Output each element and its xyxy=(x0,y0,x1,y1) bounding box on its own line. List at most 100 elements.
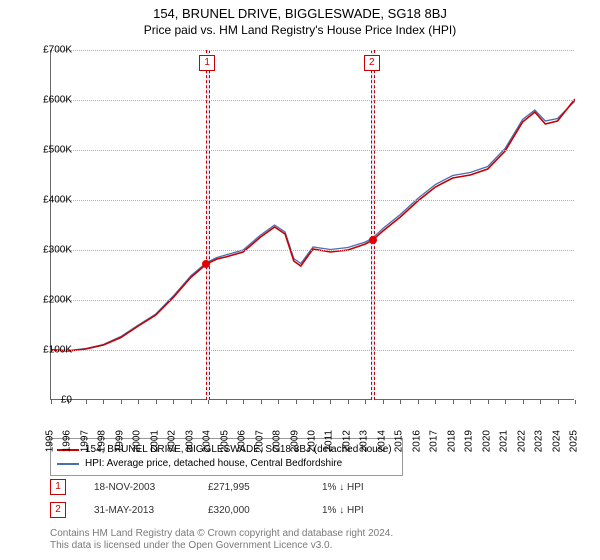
x-axis-label: 2006 xyxy=(237,430,248,452)
x-axis-label: 2012 xyxy=(341,430,352,452)
y-axis-label: £0 xyxy=(30,395,72,406)
x-tick xyxy=(348,400,349,404)
y-axis-label: £100K xyxy=(30,345,72,356)
sale-price-2: £320,000 xyxy=(208,505,294,516)
band-marker-box: 1 xyxy=(199,55,215,71)
x-axis-label: 2011 xyxy=(324,430,335,452)
y-axis-label: £700K xyxy=(30,45,72,56)
sale-note-2: HPI xyxy=(347,505,364,516)
y-axis-label: £200K xyxy=(30,295,72,306)
x-tick xyxy=(470,400,471,404)
x-tick xyxy=(278,400,279,404)
y-axis-label: £600K xyxy=(30,95,72,106)
x-axis-label: 2009 xyxy=(289,430,300,452)
y-axis-label: £500K xyxy=(30,145,72,156)
sale-pct-2: 1% xyxy=(322,505,336,516)
x-tick xyxy=(103,400,104,404)
x-axis-label: 2017 xyxy=(429,430,440,452)
sale-band-border xyxy=(371,50,375,400)
y-axis-label: £300K xyxy=(30,245,72,256)
sale-diff-1: 1% ↓ HPI xyxy=(322,482,364,493)
x-axis-label: 2025 xyxy=(569,430,580,452)
x-tick xyxy=(488,400,489,404)
x-tick xyxy=(523,400,524,404)
y-gridline xyxy=(51,200,574,201)
sale-band-border xyxy=(206,50,209,400)
x-tick xyxy=(540,400,541,404)
x-axis-label: 2013 xyxy=(359,430,370,452)
x-axis-label: 1998 xyxy=(97,430,108,452)
sale-band xyxy=(206,50,209,400)
x-axis-label: 2004 xyxy=(202,430,213,452)
sale-date-2: 31-MAY-2013 xyxy=(94,505,180,516)
sale-diff-2: 1% ↓ HPI xyxy=(322,505,364,516)
chart-container: 154, BRUNEL DRIVE, BIGGLESWADE, SG18 8BJ… xyxy=(0,0,600,560)
x-tick xyxy=(330,400,331,404)
footnote-line-1: Contains HM Land Registry data © Crown c… xyxy=(50,528,393,540)
sale-pct-1: 1% xyxy=(322,482,336,493)
x-tick xyxy=(313,400,314,404)
x-axis-label: 2016 xyxy=(411,430,422,452)
sale-date-1: 18-NOV-2003 xyxy=(94,482,180,493)
chart-subtitle: Price paid vs. HM Land Registry's House … xyxy=(0,21,600,41)
chart-title: 154, BRUNEL DRIVE, BIGGLESWADE, SG18 8BJ xyxy=(0,0,600,21)
sale-dot xyxy=(202,260,210,268)
x-axis-label: 2005 xyxy=(219,430,230,452)
x-tick xyxy=(418,400,419,404)
sale-band xyxy=(371,50,375,400)
x-axis-label: 2020 xyxy=(481,430,492,452)
sale-marker-1: 1 xyxy=(50,479,66,495)
y-axis-label: £400K xyxy=(30,195,72,206)
series-lines-svg xyxy=(51,50,575,400)
x-axis-label: 2015 xyxy=(394,430,405,452)
band-marker-box: 2 xyxy=(364,55,380,71)
sale-price-1: £271,995 xyxy=(208,482,294,493)
x-axis-label: 2014 xyxy=(376,430,387,452)
down-arrow-icon: ↓ xyxy=(339,505,344,516)
x-tick xyxy=(173,400,174,404)
x-tick xyxy=(400,400,401,404)
x-axis-label: 1999 xyxy=(114,430,125,452)
y-gridline xyxy=(51,300,574,301)
plot-area xyxy=(50,50,574,400)
x-axis-label: 2010 xyxy=(307,430,318,452)
x-axis-label: 1996 xyxy=(62,430,73,452)
y-gridline xyxy=(51,350,574,351)
x-tick xyxy=(558,400,559,404)
x-tick xyxy=(226,400,227,404)
x-tick xyxy=(505,400,506,404)
legend-label-hpi: HPI: Average price, detached house, Cent… xyxy=(85,457,342,471)
x-tick xyxy=(453,400,454,404)
x-tick xyxy=(435,400,436,404)
down-arrow-icon: ↓ xyxy=(339,482,344,493)
x-tick xyxy=(575,400,576,404)
sale-note-1: HPI xyxy=(347,482,364,493)
x-axis-label: 1997 xyxy=(79,430,90,452)
x-axis-label: 2021 xyxy=(499,430,510,452)
y-gridline xyxy=(51,100,574,101)
x-axis-label: 2003 xyxy=(184,430,195,452)
x-axis-label: 2023 xyxy=(534,430,545,452)
sale-marker-2: 2 xyxy=(50,502,66,518)
x-axis-label: 2000 xyxy=(132,430,143,452)
x-tick xyxy=(156,400,157,404)
legend-item-hpi: HPI: Average price, detached house, Cent… xyxy=(57,457,396,471)
sale-dot xyxy=(369,236,377,244)
sale-row-1: 1 18-NOV-2003 £271,995 1% ↓ HPI xyxy=(50,479,364,495)
footnote-line-2: This data is licensed under the Open Gov… xyxy=(50,540,332,552)
legend-swatch-hpi xyxy=(57,463,79,465)
x-tick xyxy=(383,400,384,404)
x-axis-label: 2022 xyxy=(516,430,527,452)
x-axis-label: 2008 xyxy=(272,430,283,452)
x-tick xyxy=(191,400,192,404)
x-tick xyxy=(296,400,297,404)
x-axis-label: 2001 xyxy=(149,430,160,452)
x-axis-label: 2018 xyxy=(446,430,457,452)
x-axis-label: 2007 xyxy=(254,430,265,452)
x-tick xyxy=(86,400,87,404)
sale-row-2: 2 31-MAY-2013 £320,000 1% ↓ HPI xyxy=(50,502,364,518)
x-tick xyxy=(365,400,366,404)
y-gridline xyxy=(51,150,574,151)
x-axis-label: 2019 xyxy=(464,430,475,452)
x-tick xyxy=(121,400,122,404)
